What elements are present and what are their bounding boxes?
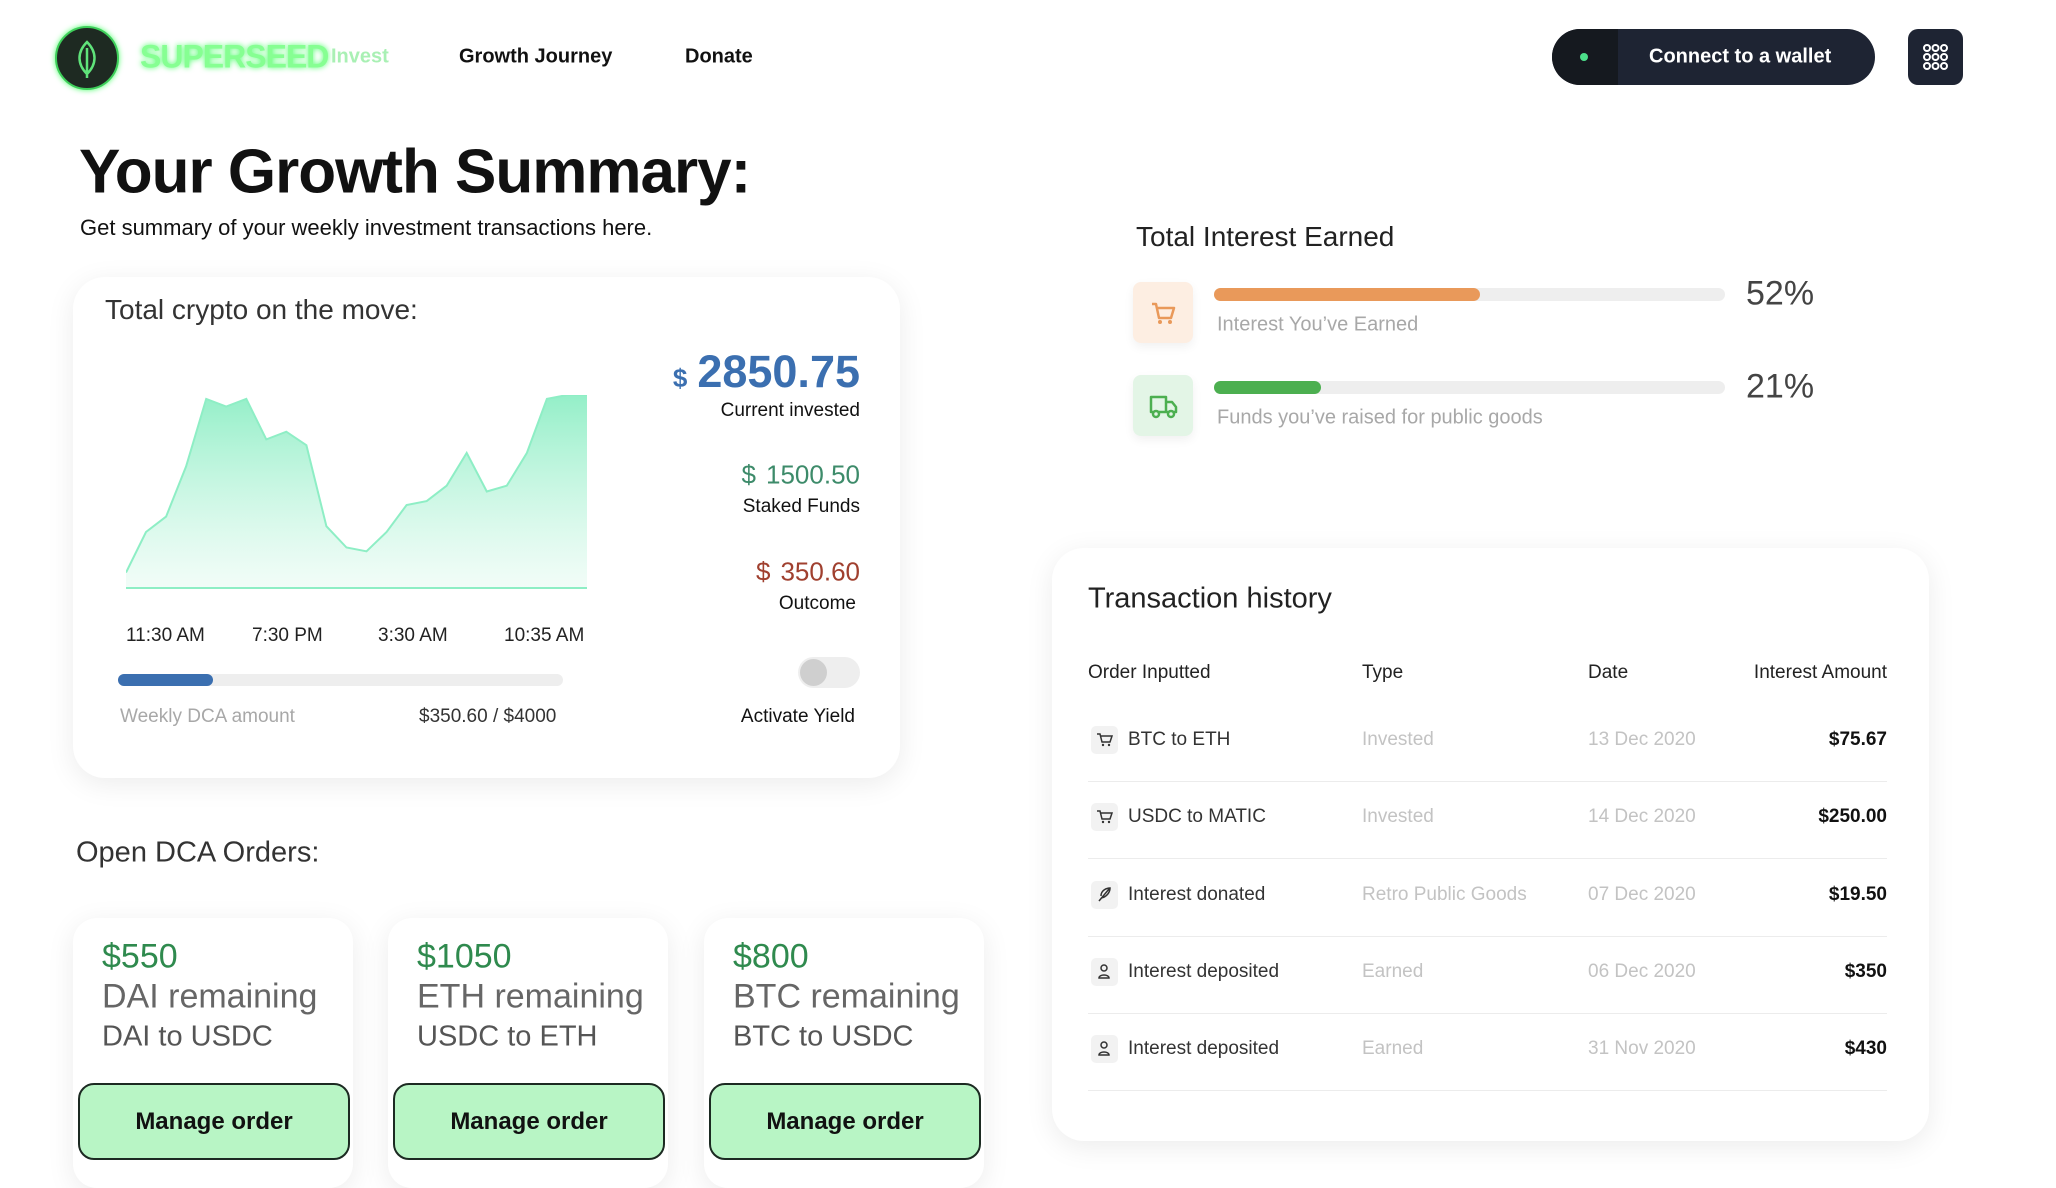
bar-label: Funds you’ve raised for public goods [1217,406,1543,429]
currency: $ [741,459,757,490]
date-cell: 06 Dec 2020 [1588,960,1696,982]
page-subtitle: Get summary of your weekly investment tr… [80,215,653,240]
toggle-knob [800,659,827,686]
manage-button[interactable]: Manage order [393,1083,665,1160]
interest-title: Total Interest Earned [1136,221,1395,252]
dca-label: Weekly DCA amount [120,706,295,727]
amount-cell: $19.50 [1828,883,1887,905]
manage-button[interactable]: Manage order [709,1083,981,1160]
yield-toggle[interactable] [798,657,860,688]
connect-button[interactable]: Connect to a wallet [1552,29,1875,85]
stat-label: Staked Funds [742,496,860,517]
amount: 1500.50 [766,459,860,490]
stat-label: Current invested [720,400,860,421]
x-tick-label: 7:30 PM [252,625,323,646]
nav-link[interactable]: Growth Journey [459,45,613,68]
truck-icon [1133,375,1193,436]
dca-track [118,674,563,686]
logo[interactable] [55,26,119,90]
date-cell: 13 Dec 2020 [1588,729,1696,750]
order-remaining: DAI remaining [102,977,318,1016]
order-pair: BTC to USDC [733,1020,914,1053]
order-cell: Interest donated [1128,883,1266,905]
menu-button[interactable] [1908,29,1963,85]
toggle-label: Activate Yield [740,706,855,727]
amount-cell: $75.67 [1828,729,1887,750]
cart-icon [1133,282,1193,343]
order-cell: BTC to ETH [1128,729,1231,750]
page: SUPERSEED Invest Growth Journey Donate C… [55,26,1963,1160]
type-cell: Earned [1362,1038,1424,1060]
date-cell: 31 Nov 2020 [1588,1038,1696,1060]
order-remaining: ETH remaining [417,977,644,1016]
transactions-title: Transaction history [1088,582,1332,615]
order-pair: USDC to ETH [417,1020,598,1053]
row-icon [1091,880,1118,909]
type-cell: Earned [1362,960,1424,982]
transactions-card [1052,548,1929,1141]
stat-value: $1500.50 [742,460,860,491]
row-divider [1088,1090,1887,1092]
manage-button[interactable]: Manage order [78,1083,350,1160]
order-remaining: BTC remaining [733,977,960,1016]
row-icon [1091,803,1118,832]
bar-track [1214,381,1725,394]
column-header: Date [1588,662,1629,683]
orders-title: Open DCA Orders: [76,836,320,869]
dca-fill [118,674,213,686]
type-cell: Retro Public Goods [1362,883,1527,905]
date-cell: 07 Dec 2020 [1588,883,1696,905]
bar-label: Interest You’ve Earned [1217,313,1419,336]
row-divider [1088,858,1887,860]
bar-value: 52% [1746,274,1815,313]
row-icon [1091,726,1118,754]
order-amount: $1050 [417,937,512,976]
nav-link[interactable]: Invest [331,45,389,68]
currency: $ [756,556,771,587]
column-header: Interest Amount [1753,662,1887,683]
order-cell: Interest deposited [1128,1038,1280,1060]
order-cell: Interest deposited [1128,960,1280,982]
connect-label: Connect to a wallet [1649,45,1832,68]
amount: 350.60 [780,556,860,587]
stat-value: $350.60 [756,557,860,588]
area-chart [126,395,587,589]
column-header: Type [1362,662,1404,683]
type-cell: Invested [1362,806,1434,828]
order-cell: USDC to MATIC [1128,806,1266,828]
type-cell: Invested [1362,729,1434,750]
area-line [126,395,587,574]
row-icon [1091,957,1118,986]
card-title: Total crypto on the move: [105,294,418,325]
area-fill [126,395,587,588]
order-amount: $800 [733,937,809,976]
bar-fill [1214,288,1480,301]
stat-value: $2850.75 [673,346,860,398]
currency: $ [672,363,688,393]
bar-fill [1214,381,1322,394]
x-tick-label: 3:30 AM [378,625,448,646]
row-divider [1088,935,1887,937]
row-divider [1088,1012,1887,1014]
dca-progress: $350.60 / $4000 [419,706,557,727]
page-title: Your Growth Summary: [79,137,751,207]
x-tick-label: 11:30 AM [126,625,205,646]
brand[interactable]: SUPERSEED [140,38,329,75]
status-dot [1580,53,1588,61]
column-header: Order Inputted [1088,662,1211,683]
amount-cell: $430 [1844,1038,1887,1060]
amount-cell: $250.00 [1818,806,1887,828]
date-cell: 14 Dec 2020 [1588,806,1696,828]
x-tick-label: 10:35 AM [504,625,585,646]
amount-cell: $350 [1844,960,1887,982]
order-amount: $550 [102,937,178,976]
row-icon [1091,1035,1118,1064]
nav-link[interactable]: Donate [685,45,753,68]
row-divider [1088,781,1887,782]
stat-label: Outcome [778,593,856,614]
bar-value: 21% [1746,367,1815,406]
order-pair: DAI to USDC [102,1020,273,1053]
amount: 2850.75 [697,346,860,397]
